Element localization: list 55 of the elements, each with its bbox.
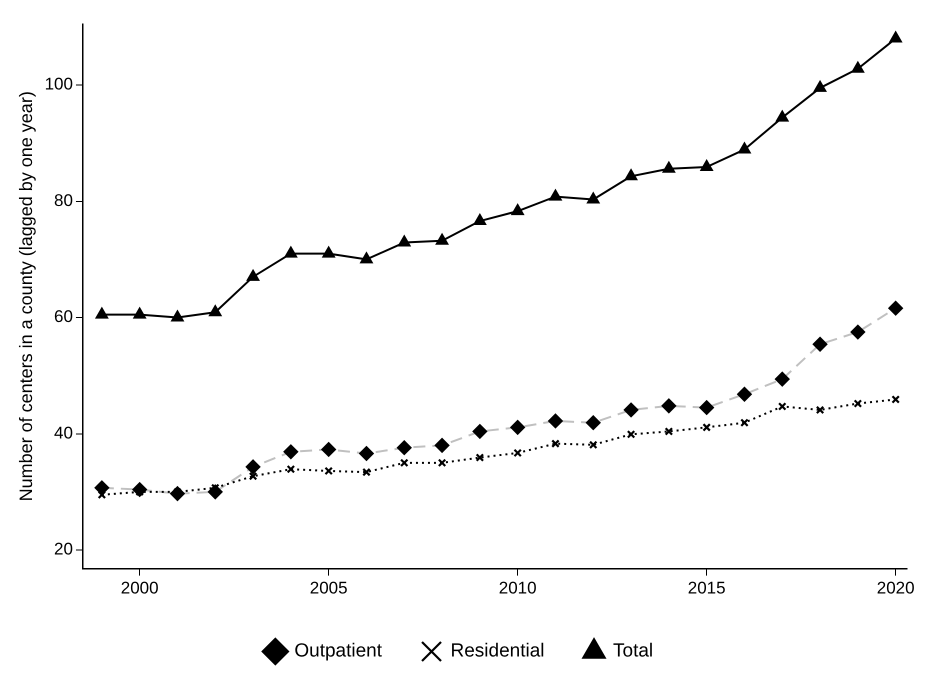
y-tick-label: 100 [44, 74, 73, 94]
point [322, 246, 336, 258]
x-tick-label: 2005 [310, 578, 348, 598]
point [438, 458, 446, 468]
point [740, 418, 749, 427]
point [95, 307, 108, 319]
point [851, 61, 864, 73]
point [170, 310, 184, 322]
point [700, 159, 714, 171]
point [133, 307, 146, 319]
point [586, 192, 600, 204]
point [738, 142, 752, 154]
point [436, 233, 449, 245]
point [473, 214, 486, 226]
point [511, 204, 524, 216]
point [400, 458, 409, 468]
point [360, 252, 374, 264]
x-tick-label: 2020 [876, 578, 915, 598]
point [286, 464, 296, 474]
point [778, 402, 787, 411]
point [284, 246, 298, 258]
point [398, 235, 411, 247]
point [816, 406, 824, 414]
y-tick-label: 20 [54, 540, 73, 559]
point [776, 110, 789, 122]
y-tick-label: 40 [54, 423, 73, 442]
legend-label: Residential [450, 640, 545, 662]
point [246, 269, 260, 281]
legend-label: Outpatient [294, 640, 383, 662]
point [664, 427, 674, 436]
point [891, 395, 900, 404]
point [208, 304, 222, 316]
point [513, 448, 522, 458]
point [248, 472, 258, 480]
point [324, 466, 333, 476]
point [624, 168, 638, 180]
point [854, 399, 862, 408]
point [476, 453, 484, 462]
y-axis-title: Number of centers in a county (lagged by one year) [16, 91, 36, 502]
point [551, 439, 560, 448]
point [626, 430, 636, 439]
point [662, 161, 676, 173]
point [362, 468, 371, 476]
point [98, 490, 106, 500]
point [588, 440, 598, 450]
point [889, 31, 902, 43]
legend-label: Total [613, 640, 654, 662]
point [814, 80, 827, 92]
x-tick-label: 2000 [120, 578, 159, 598]
point [548, 189, 562, 201]
point [702, 423, 711, 432]
y-tick-label: 80 [54, 190, 73, 210]
x-tick-label: 2010 [498, 578, 537, 598]
x-tick-label: 2015 [688, 578, 726, 598]
y-tick-label: 60 [54, 307, 73, 326]
